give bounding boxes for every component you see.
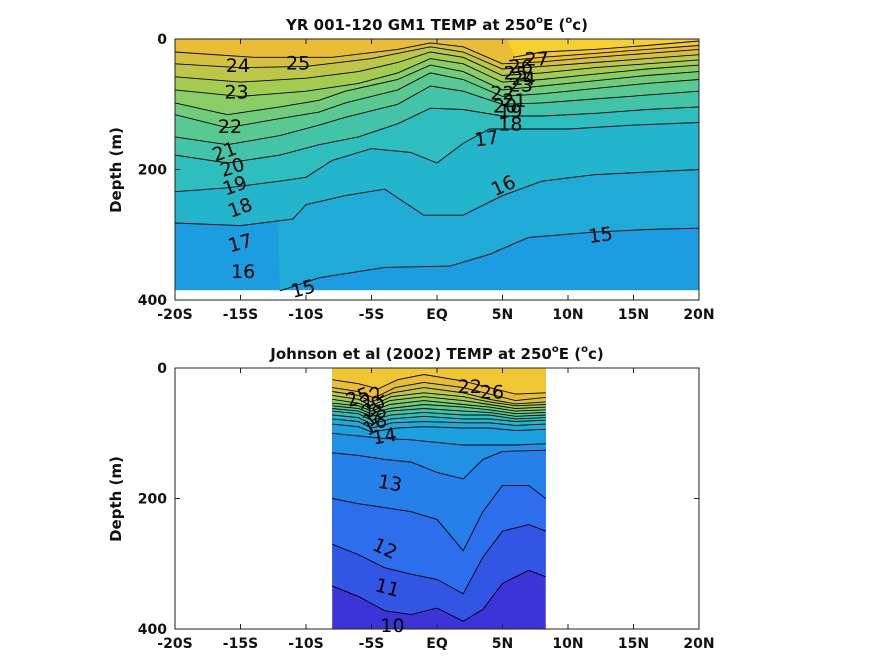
contour-label: 25 [286,52,310,74]
x-tick-label: -15S [223,636,258,652]
contour-line [175,122,699,193]
temperature-field [175,39,699,291]
contour-label: 16 [231,261,255,283]
x-tick-label: 5N [492,636,513,652]
contour-line [279,227,699,292]
axis-ticks: -20S -15S -10S -5S EQ 5N 10N 15N 20N 0 200 400 [138,32,715,323]
contour-line [332,418,546,429]
contour-label: 21 [502,90,526,112]
field-band [332,368,546,394]
x-tick-label: -20S [157,636,192,652]
contour-line [175,106,699,164]
x-tick-label: EQ [426,636,448,652]
contour-lines [332,374,546,622]
contour-label: 18 [498,114,522,136]
x-tick-label: EQ [426,307,448,323]
contour-line [332,449,546,480]
contour-label: 23 [224,82,248,104]
contour-line [508,45,699,61]
contour-line [175,64,699,116]
contour-label: 19 [498,101,522,123]
contour-line [332,392,546,407]
contour-label: 26 [509,56,533,78]
contour-label: 24 [511,68,535,90]
contour-line [175,72,699,129]
contour-line [175,169,699,227]
x-tick-label: -20S [157,307,192,323]
contour-line [332,381,546,402]
contour-label: 20 [493,95,517,117]
contour-line [175,58,699,97]
y-tick-label: 0 [157,361,167,377]
contour-label: 22 [218,116,242,138]
contour-label: 17 [473,126,500,151]
y-axis-label: Depth (m) [107,456,125,542]
contour-label: 23 [509,74,533,96]
contour-line [332,423,546,433]
contour-line [175,85,699,146]
x-tick-label: -15S [223,307,258,323]
contour-line [175,51,699,83]
x-tick-label: 20N [683,307,714,323]
contour-line [332,396,546,409]
contour-line [332,484,546,552]
contour-line [332,524,546,595]
contour-label: 10 [380,615,404,637]
chart-title: YR 001-120 GM1 TEMP at 250oE (oc) [285,15,588,34]
contour-label: 22 [490,82,514,104]
chart-title: Johnson et al (2002) TEMP at 250oE (oc) [269,344,603,363]
contour-line [332,569,546,622]
panel-observed-temperature: Johnson et al (2002) TEMP at 250oE (oc) … [107,344,715,652]
contour-label: 24 [226,55,250,77]
contour-label: 14 [371,424,399,450]
x-tick-label: 20N [683,636,714,652]
contour-line [175,46,699,70]
contour-line [175,42,699,65]
contour-line [332,408,546,417]
contour-label: 27 [524,48,548,70]
contour-line [332,404,546,415]
y-tick-label: 200 [138,492,167,508]
contour-label: 26 [480,381,504,403]
axis-ticks: -20S -15S -10S -5S EQ 5N 10N 15N 20N 0 200 400 [138,361,715,652]
contour-label: 13 [376,471,404,497]
x-tick-label: 10N [552,307,583,323]
contour-line [332,432,546,446]
contour-line [332,414,546,425]
y-tick-label: 400 [138,622,167,638]
contour-label: 25 [504,63,528,85]
contour-line [332,400,546,412]
contour-line [512,40,699,58]
x-tick-label: -10S [288,307,323,323]
x-tick-label: 15N [618,636,649,652]
contour-line [332,374,546,395]
x-tick-label: -5S [359,636,385,652]
x-tick-label: 15N [618,307,649,323]
x-tick-label: -5S [359,307,385,323]
x-tick-label: -10S [288,636,323,652]
x-tick-label: 5N [492,307,513,323]
panel-model-temperature: YR 001-120 GM1 TEMP at 250oE (oc) Depth … [107,15,715,323]
contour-lines [175,40,699,292]
y-tick-label: 0 [157,32,167,48]
contour-line [332,387,546,405]
y-tick-label: 400 [138,293,167,309]
contour-label: 15 [587,223,614,248]
x-tick-label: 10N [552,636,583,652]
y-axis-label: Depth (m) [107,127,125,213]
contour-label: 22 [458,376,482,398]
y-tick-label: 200 [138,163,167,179]
contour-line [332,410,546,421]
